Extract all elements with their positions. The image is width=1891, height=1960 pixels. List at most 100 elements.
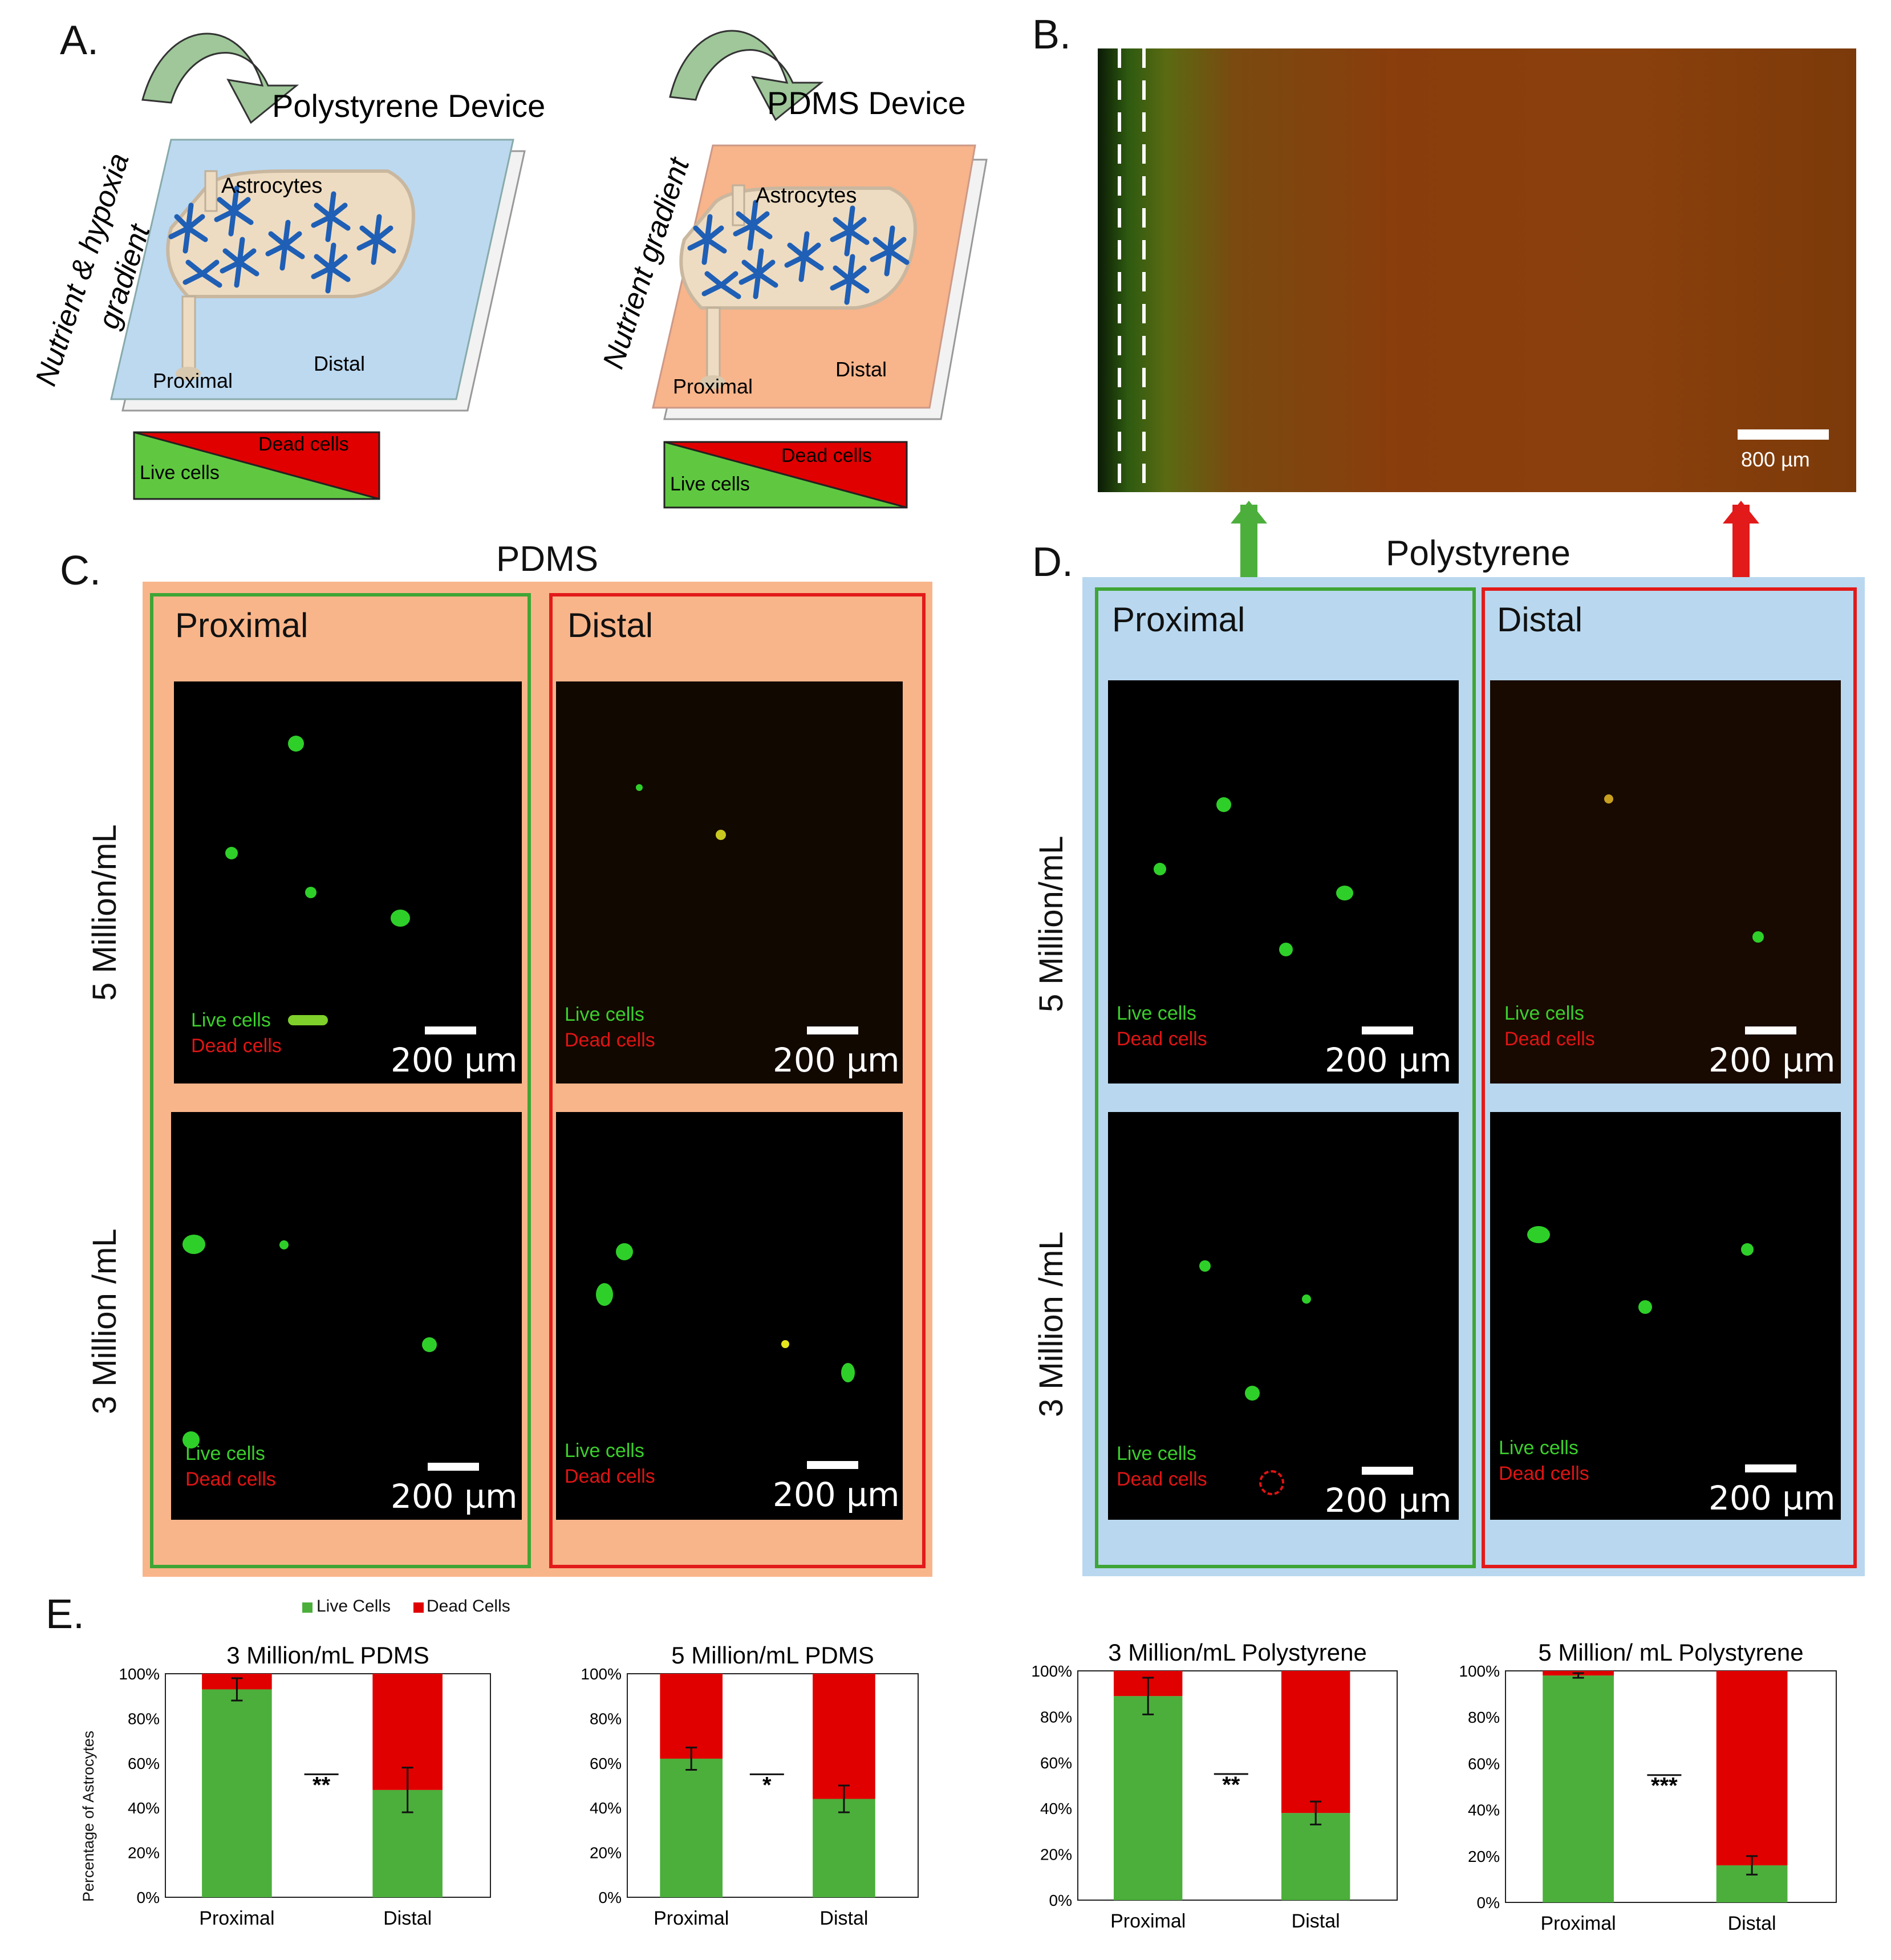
polystyrene-device-title: Polystyrene Device bbox=[272, 88, 545, 124]
pdms-dead-label: Dead cells bbox=[781, 445, 872, 466]
live-cells-label: Live cells bbox=[1504, 1003, 1584, 1024]
y-tick-label: 0% bbox=[1049, 1892, 1072, 1909]
scale-bar bbox=[1745, 1464, 1796, 1472]
dashed-line-1 bbox=[1118, 48, 1121, 492]
chart-frame bbox=[165, 1673, 491, 1898]
panel-c-row1-label: 5 Million/mL bbox=[86, 824, 123, 1001]
y-tick-label: 100% bbox=[1031, 1662, 1072, 1680]
scale-bar bbox=[1362, 1467, 1413, 1475]
x-category-label: Distal bbox=[1292, 1910, 1340, 1932]
panel-d-proximal-frame bbox=[1095, 587, 1476, 1568]
panel-c-label: C. bbox=[60, 548, 101, 594]
polystyrene-distal-label: Distal bbox=[314, 352, 365, 375]
pdms-distal-label: Distal bbox=[835, 358, 887, 381]
micrograph-c-dist-3m: Live cells Dead cells 200 µm bbox=[556, 1112, 903, 1520]
scale-bar bbox=[807, 1026, 858, 1034]
chart-title: 5 Million/mL PDMS bbox=[671, 1642, 874, 1669]
panel-d-row2-label: 3 Million /mL bbox=[1033, 1231, 1070, 1417]
scale-bar-label: 200 µm bbox=[773, 1475, 900, 1514]
y-tick-label: 100% bbox=[581, 1665, 622, 1683]
panel-a-schematic: Polystyrene Device Nutrient & hypoxia gr… bbox=[29, 30, 988, 509]
bar-live bbox=[660, 1758, 723, 1897]
rotation-arrow-icon bbox=[141, 33, 299, 124]
bar-live bbox=[1114, 1696, 1183, 1900]
bar-dead bbox=[660, 1674, 723, 1759]
legend-live-label: Live Cells bbox=[316, 1597, 391, 1616]
live-cells-label: Live cells bbox=[185, 1443, 265, 1464]
scale-bar bbox=[425, 1026, 476, 1034]
y-tick-label: 0% bbox=[1477, 1894, 1500, 1912]
chart-title: 3 Million/mL PDMS bbox=[226, 1642, 429, 1669]
scale-bar-label: 200 µm bbox=[773, 1041, 900, 1080]
pdms-live-label: Live cells bbox=[670, 473, 750, 495]
bar-live bbox=[1281, 1813, 1350, 1900]
dead-cells-label: Dead cells bbox=[1117, 1028, 1207, 1050]
y-tick-label: 100% bbox=[119, 1665, 160, 1683]
live-cells-label: Live cells bbox=[565, 1004, 644, 1025]
red-arrow-head-icon bbox=[1723, 501, 1759, 524]
x-category-label: Proximal bbox=[199, 1908, 274, 1929]
panel-c-proximal-title: Proximal bbox=[175, 606, 309, 644]
y-tick-label: 0% bbox=[137, 1889, 160, 1906]
chart-frame bbox=[1505, 1670, 1837, 1903]
micrograph-c-prox-3m: Live cells Dead cells 200 µm bbox=[171, 1112, 522, 1520]
y-tick-label: 80% bbox=[1040, 1708, 1072, 1726]
significance-label: ** bbox=[313, 1772, 331, 1797]
y-tick-label: 40% bbox=[128, 1799, 160, 1817]
micrograph-c-dist-5m: Live cells Dead cells 200 µm bbox=[556, 681, 903, 1084]
panel-d-proximal-title: Proximal bbox=[1112, 600, 1245, 639]
y-tick-label: 80% bbox=[128, 1710, 160, 1727]
x-category-label: Distal bbox=[383, 1908, 432, 1929]
y-tick-label: 60% bbox=[1468, 1755, 1500, 1772]
micrograph-d-dist-5m: Live cells Dead cells 200 µm bbox=[1490, 680, 1841, 1084]
chart-frame bbox=[627, 1673, 919, 1898]
x-category-label: Distal bbox=[819, 1908, 868, 1929]
polystyrene-cells-label: Astrocytes bbox=[221, 174, 322, 198]
panel-c-proximal-frame bbox=[150, 593, 531, 1568]
panel-e-label: E. bbox=[46, 1592, 85, 1637]
scale-bar-label: 200 µm bbox=[1709, 1479, 1836, 1517]
polystyrene-live-label: Live cells bbox=[140, 462, 220, 484]
x-category-label: Distal bbox=[1728, 1913, 1776, 1934]
significance-label: *** bbox=[1651, 1774, 1678, 1799]
scale-bar-label: 200 µm bbox=[1709, 1041, 1836, 1080]
live-cells-label: Live cells bbox=[191, 1009, 271, 1031]
rotation-arrow-icon-2 bbox=[669, 30, 824, 121]
panel-d-distal-frame bbox=[1482, 587, 1857, 1568]
dead-cells-label: Dead cells bbox=[185, 1468, 276, 1490]
panel-a-label: A. bbox=[60, 18, 99, 63]
legend-dead-label: Dead Cells bbox=[427, 1597, 510, 1616]
live-cells-label: Live cells bbox=[1117, 1443, 1196, 1464]
x-category-label: Proximal bbox=[1540, 1913, 1616, 1934]
chart-title: 5 Million/ mL Polystyrene bbox=[1538, 1639, 1803, 1666]
legend-dead-swatch bbox=[413, 1602, 424, 1613]
dead-cells-label: Dead cells bbox=[1117, 1468, 1207, 1490]
live-cells-label: Live cells bbox=[565, 1440, 644, 1462]
bar-live bbox=[1543, 1675, 1614, 1902]
bar-live bbox=[202, 1689, 272, 1897]
panel-c-row2-label: 3 Million /mL bbox=[86, 1228, 123, 1414]
scale-bar bbox=[1745, 1026, 1796, 1034]
x-category-label: Proximal bbox=[1110, 1910, 1186, 1932]
pdms-device-title: PDMS Device bbox=[767, 85, 966, 121]
y-tick-label: 0% bbox=[599, 1889, 622, 1906]
dead-cells-label: Dead cells bbox=[191, 1035, 282, 1057]
dead-cells-label: Dead cells bbox=[565, 1029, 655, 1051]
y-tick-label: 40% bbox=[1040, 1800, 1072, 1817]
x-category-label: Proximal bbox=[654, 1908, 729, 1929]
y-tick-label: 80% bbox=[590, 1710, 622, 1727]
scale-bar-label: 200 µm bbox=[1325, 1041, 1452, 1080]
bar-dead bbox=[1281, 1671, 1350, 1813]
micrograph-d-prox-5m: Live cells Dead cells 200 µm bbox=[1108, 680, 1459, 1084]
y-tick-label: 20% bbox=[1468, 1848, 1500, 1865]
panel-b-image: 800 µm bbox=[1098, 48, 1856, 492]
panel-d-label: D. bbox=[1032, 539, 1073, 585]
bar-dead bbox=[1716, 1671, 1788, 1866]
y-tick-label: 20% bbox=[128, 1844, 160, 1862]
panel-c-distal-title: Distal bbox=[567, 606, 654, 644]
y-tick-label: 20% bbox=[1040, 1846, 1072, 1864]
polystyrene-dead-label: Dead cells bbox=[258, 433, 349, 455]
scale-bar bbox=[428, 1463, 479, 1471]
micrograph-d-prox-3m: Live cells Dead cells 200 µm bbox=[1108, 1112, 1459, 1520]
micrograph-d-dist-3m: Live cells Dead cells 200 µm bbox=[1490, 1112, 1841, 1520]
